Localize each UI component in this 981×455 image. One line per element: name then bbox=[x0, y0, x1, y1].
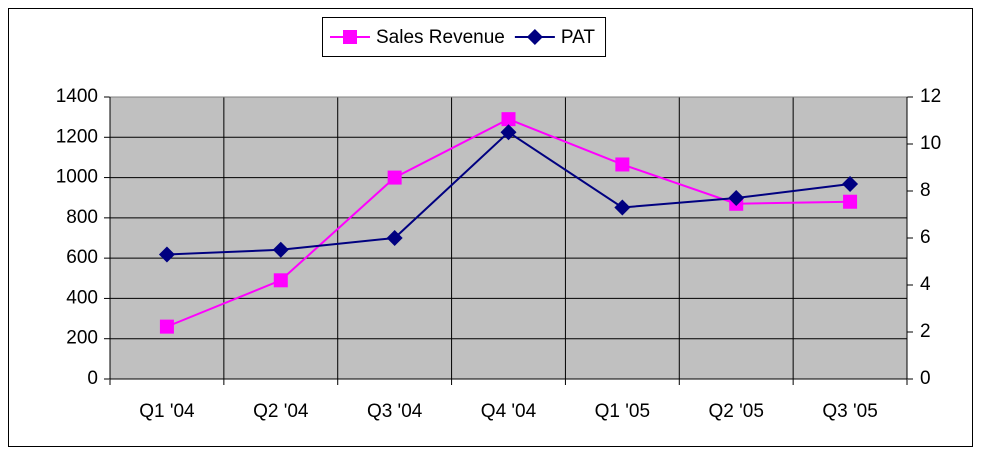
y2-tick-label: 0 bbox=[920, 368, 931, 389]
y2-tick-label: 12 bbox=[920, 86, 941, 107]
y2-tick-label: 10 bbox=[920, 133, 941, 154]
x-tick-label: Q2 '05 bbox=[709, 401, 764, 422]
data-point bbox=[387, 170, 402, 185]
data-point bbox=[842, 175, 859, 192]
x-tick-label: Q3 '05 bbox=[822, 401, 877, 422]
data-point bbox=[615, 157, 630, 172]
y-tick-label: 800 bbox=[66, 207, 98, 228]
data-point bbox=[386, 230, 403, 246]
y2-tick-label: 2 bbox=[920, 321, 931, 342]
y-tick-label: 0 bbox=[87, 368, 98, 389]
y-tick-label: 1400 bbox=[56, 86, 98, 107]
x-tick-label: Q1 '04 bbox=[139, 401, 195, 422]
data-point bbox=[273, 273, 288, 288]
y-tick-label: 1000 bbox=[56, 167, 98, 188]
x-tick-label: Q4 '04 bbox=[481, 401, 537, 422]
y2-tick-label: 4 bbox=[920, 274, 931, 295]
data-point bbox=[501, 112, 516, 127]
data-point bbox=[159, 319, 174, 334]
data-point bbox=[614, 199, 631, 216]
y2-tick-label: 6 bbox=[920, 227, 931, 248]
data-point bbox=[843, 194, 858, 209]
legend-marker bbox=[343, 30, 357, 44]
y-tick-label: 200 bbox=[66, 328, 98, 349]
data-point bbox=[158, 246, 175, 263]
legend-marker bbox=[526, 29, 543, 45]
legend-label: PAT bbox=[561, 27, 596, 48]
y2-tick-label: 8 bbox=[920, 180, 931, 201]
x-tick-label: Q2 '04 bbox=[253, 401, 309, 422]
y-tick-label: 1200 bbox=[56, 126, 98, 147]
data-point bbox=[500, 124, 517, 141]
plot-area bbox=[110, 97, 907, 379]
data-point bbox=[272, 241, 289, 258]
data-point bbox=[728, 190, 745, 207]
y-tick-label: 600 bbox=[66, 247, 98, 268]
x-tick-label: Q3 '04 bbox=[367, 401, 423, 422]
x-tick-label: Q1 '05 bbox=[595, 401, 650, 422]
legend-label: Sales Revenue bbox=[376, 27, 505, 48]
y-tick-label: 400 bbox=[66, 287, 98, 308]
